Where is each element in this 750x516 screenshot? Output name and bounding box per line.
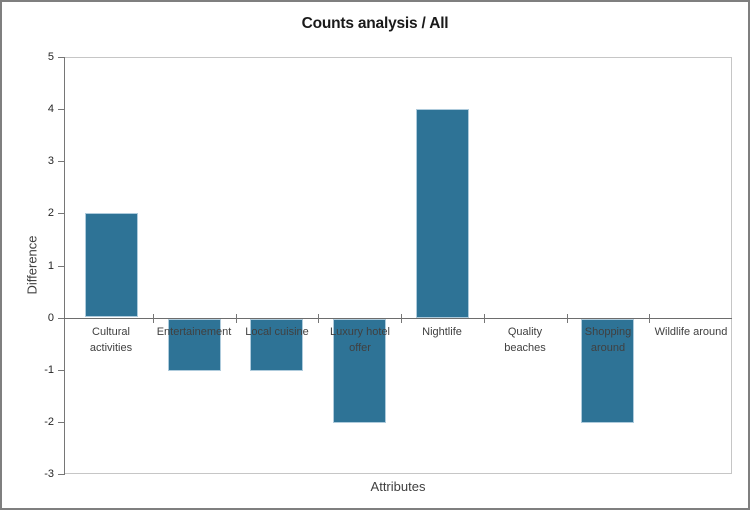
- y-tick: [58, 161, 64, 162]
- y-tick: [58, 370, 64, 371]
- y-tick-label: -1: [44, 364, 54, 376]
- x-tick: [153, 314, 154, 323]
- y-tick-label: -2: [44, 416, 54, 428]
- bar-luxury-hotel-offer: [333, 319, 386, 423]
- plot-area: [64, 57, 732, 474]
- x-tick-label-cultural-activities: Cultural activities: [89, 326, 133, 354]
- x-tick: [484, 314, 485, 323]
- y-tick-label: 5: [47, 51, 54, 63]
- x-tick: [401, 314, 402, 323]
- y-tick: [58, 318, 64, 319]
- zero-line: [64, 318, 732, 319]
- y-tick-label: 2: [47, 207, 54, 219]
- x-tick: [318, 314, 319, 323]
- y-axis-line: [64, 57, 65, 475]
- y-tick: [58, 57, 64, 58]
- x-tick: [567, 314, 568, 323]
- bar-local-cuisine: [250, 319, 303, 371]
- x-axis-title: Attributes: [370, 479, 426, 494]
- x-tick-label-shopping-around: Shopping around: [584, 326, 632, 354]
- bar-cultural-activities: [85, 213, 138, 317]
- y-tick-label: 1: [47, 260, 54, 272]
- y-tick-label: 0: [47, 312, 54, 324]
- chart-title: Counts analysis / All: [301, 15, 449, 32]
- y-tick: [58, 109, 64, 110]
- y-tick: [58, 213, 64, 214]
- bar-entertainement: [168, 319, 221, 371]
- x-tick-label-wildlife-around: Wildlife around: [654, 326, 728, 338]
- y-tick-label: 4: [47, 103, 54, 115]
- y-tick: [58, 474, 64, 475]
- bar-nightlife: [416, 109, 469, 318]
- x-tick-label-quality-beaches: Quality beaches: [504, 326, 546, 354]
- y-tick: [58, 266, 64, 267]
- x-tick-label-nightlife: Nightlife: [422, 326, 462, 338]
- x-tick-label-luxury-hotel-offer: Luxury hotel offer: [330, 326, 390, 354]
- x-tick: [649, 314, 650, 323]
- bar-shopping-around: [581, 319, 634, 423]
- x-tick: [236, 314, 237, 323]
- y-axis-title: Difference: [24, 235, 40, 295]
- x-tick-label-entertainement: Entertainement: [156, 326, 232, 338]
- y-tick-label: -3: [44, 468, 54, 480]
- x-tick-label-local-cuisine: Local cuisine: [245, 326, 309, 338]
- y-tick-label: 3: [47, 155, 54, 167]
- y-tick: [58, 422, 64, 423]
